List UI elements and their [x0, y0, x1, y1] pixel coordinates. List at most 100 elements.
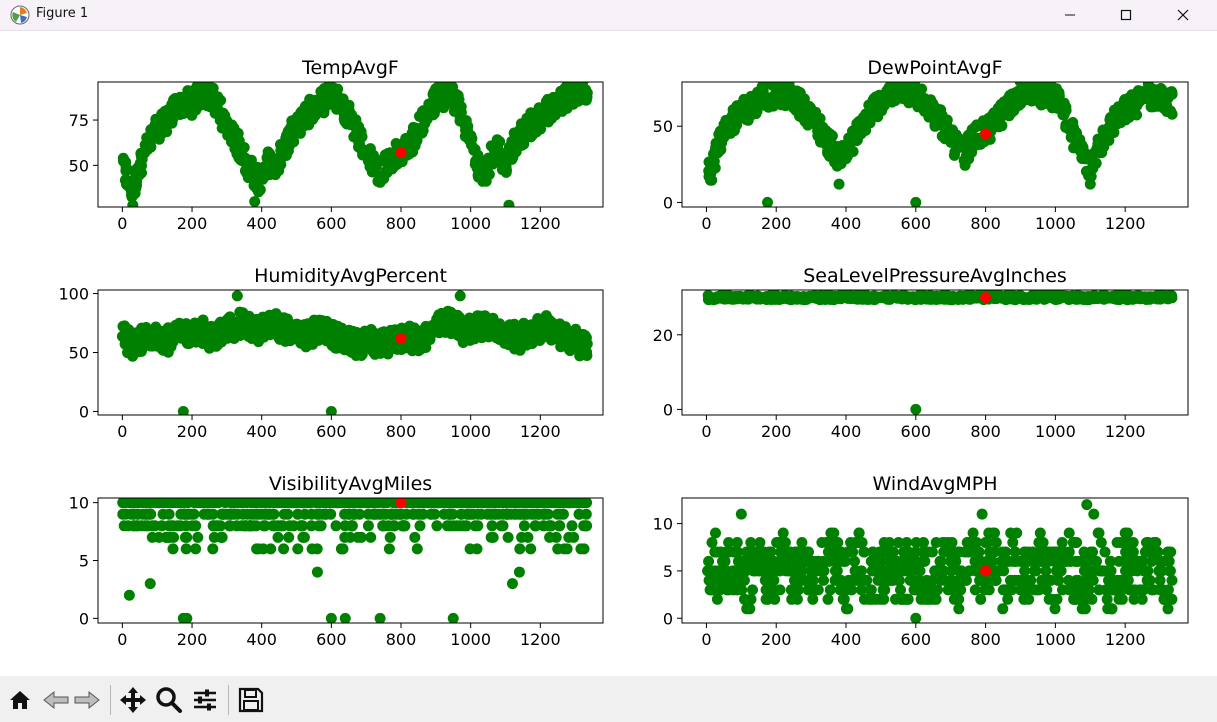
data-point — [791, 593, 803, 605]
data-point — [1091, 555, 1102, 567]
data-point — [946, 537, 958, 548]
data-point — [1131, 109, 1143, 121]
x-tick-label: 1200 — [520, 422, 561, 441]
data-point — [514, 543, 526, 555]
maximize-button[interactable] — [1103, 0, 1149, 30]
subplot-title: HumidityAvgPercent — [254, 265, 447, 287]
data-point — [849, 555, 860, 567]
data-point — [706, 584, 718, 596]
data-point — [396, 508, 408, 520]
data-point — [494, 147, 506, 158]
axes-frame — [681, 289, 1189, 416]
data-point — [1120, 114, 1132, 126]
data-point — [966, 130, 978, 142]
data-point — [180, 543, 192, 555]
x-tick-label: 1000 — [450, 422, 491, 441]
data-point — [953, 603, 965, 615]
data-point — [315, 520, 327, 532]
outlier-point — [1084, 178, 1096, 190]
data-point — [1000, 546, 1012, 558]
data-point — [346, 520, 358, 532]
scatter-points — [117, 498, 593, 623]
data-point — [144, 498, 156, 509]
data-point — [840, 603, 852, 615]
x-tick-label: 400 — [831, 422, 862, 441]
data-point — [231, 127, 243, 139]
data-point — [1023, 593, 1035, 605]
data-point — [1163, 290, 1175, 302]
data-point — [554, 520, 566, 532]
y-tick-label: 20 — [653, 326, 673, 345]
data-point — [973, 546, 985, 558]
outlier-point — [339, 612, 351, 623]
data-point — [365, 531, 377, 543]
data-point — [579, 498, 591, 509]
data-point — [826, 130, 838, 142]
data-point — [1036, 537, 1048, 548]
data-point — [723, 546, 735, 558]
data-point — [367, 157, 379, 169]
y-tick-label: 75 — [69, 111, 89, 130]
data-point — [792, 584, 804, 596]
home-button[interactable] — [5, 685, 35, 715]
data-point — [1135, 555, 1147, 567]
data-point — [1087, 574, 1099, 586]
data-point — [1009, 546, 1021, 558]
data-point — [399, 520, 411, 532]
x-tick-label: 1200 — [1105, 630, 1146, 649]
data-point — [856, 565, 867, 577]
x-tick-label: 1200 — [1105, 214, 1146, 233]
outlier-point — [177, 405, 189, 415]
x-tick-label: 200 — [177, 422, 208, 441]
data-point — [796, 565, 808, 577]
data-point — [459, 118, 470, 130]
data-point — [824, 584, 836, 596]
data-point — [703, 555, 715, 567]
data-point — [838, 593, 850, 605]
x-tick-label: 0 — [701, 630, 711, 649]
x-tick-label: 800 — [970, 214, 1001, 233]
data-point — [805, 565, 817, 577]
scatter-points — [117, 82, 593, 207]
outlier-point — [910, 196, 922, 207]
data-point — [1155, 83, 1167, 94]
subplot-title: VisibilityAvgMiles — [269, 473, 432, 495]
configure-subplots-button[interactable] — [190, 685, 220, 715]
data-point — [1122, 574, 1134, 586]
data-point — [892, 574, 904, 586]
data-point — [1056, 537, 1068, 548]
data-point — [419, 118, 431, 129]
data-point — [535, 325, 546, 337]
data-point — [870, 593, 882, 605]
data-point — [899, 593, 911, 605]
pan-button[interactable] — [118, 685, 148, 715]
data-point — [710, 527, 721, 539]
data-point — [235, 141, 247, 152]
data-point — [883, 537, 895, 548]
data-point — [222, 313, 234, 325]
subplot-title: TempAvgF — [301, 57, 399, 79]
data-point — [207, 543, 219, 555]
data-point — [1034, 527, 1046, 539]
data-point — [980, 574, 992, 586]
data-point — [891, 555, 903, 567]
data-point — [766, 584, 778, 596]
data-point — [996, 120, 1008, 132]
x-tick-label: 400 — [831, 630, 862, 649]
data-point — [987, 527, 999, 539]
zoom-button[interactable] — [154, 685, 184, 715]
minimize-button[interactable] — [1047, 0, 1093, 30]
forward-button[interactable] — [72, 685, 102, 715]
back-button[interactable] — [41, 685, 71, 715]
save-button[interactable] — [236, 685, 266, 715]
figure-canvas[interactable]: TempAvgF 0 200 400 600 800 1000 1200 50 75 DewPoin… — [0, 31, 1217, 676]
data-point — [945, 130, 957, 142]
data-point — [935, 104, 947, 116]
subplot-5: WindAvgMPH 0 200 400 600 800 1000 1200 0 5 10 — [653, 473, 1189, 649]
x-tick-label: 1000 — [1035, 214, 1076, 233]
close-button[interactable] — [1160, 0, 1206, 30]
data-point — [1079, 603, 1091, 615]
x-tick-label: 400 — [831, 214, 862, 233]
subplot-1: DewPointAvgF 0 200 400 600 800 1000 1200 0 50 — [653, 57, 1189, 233]
